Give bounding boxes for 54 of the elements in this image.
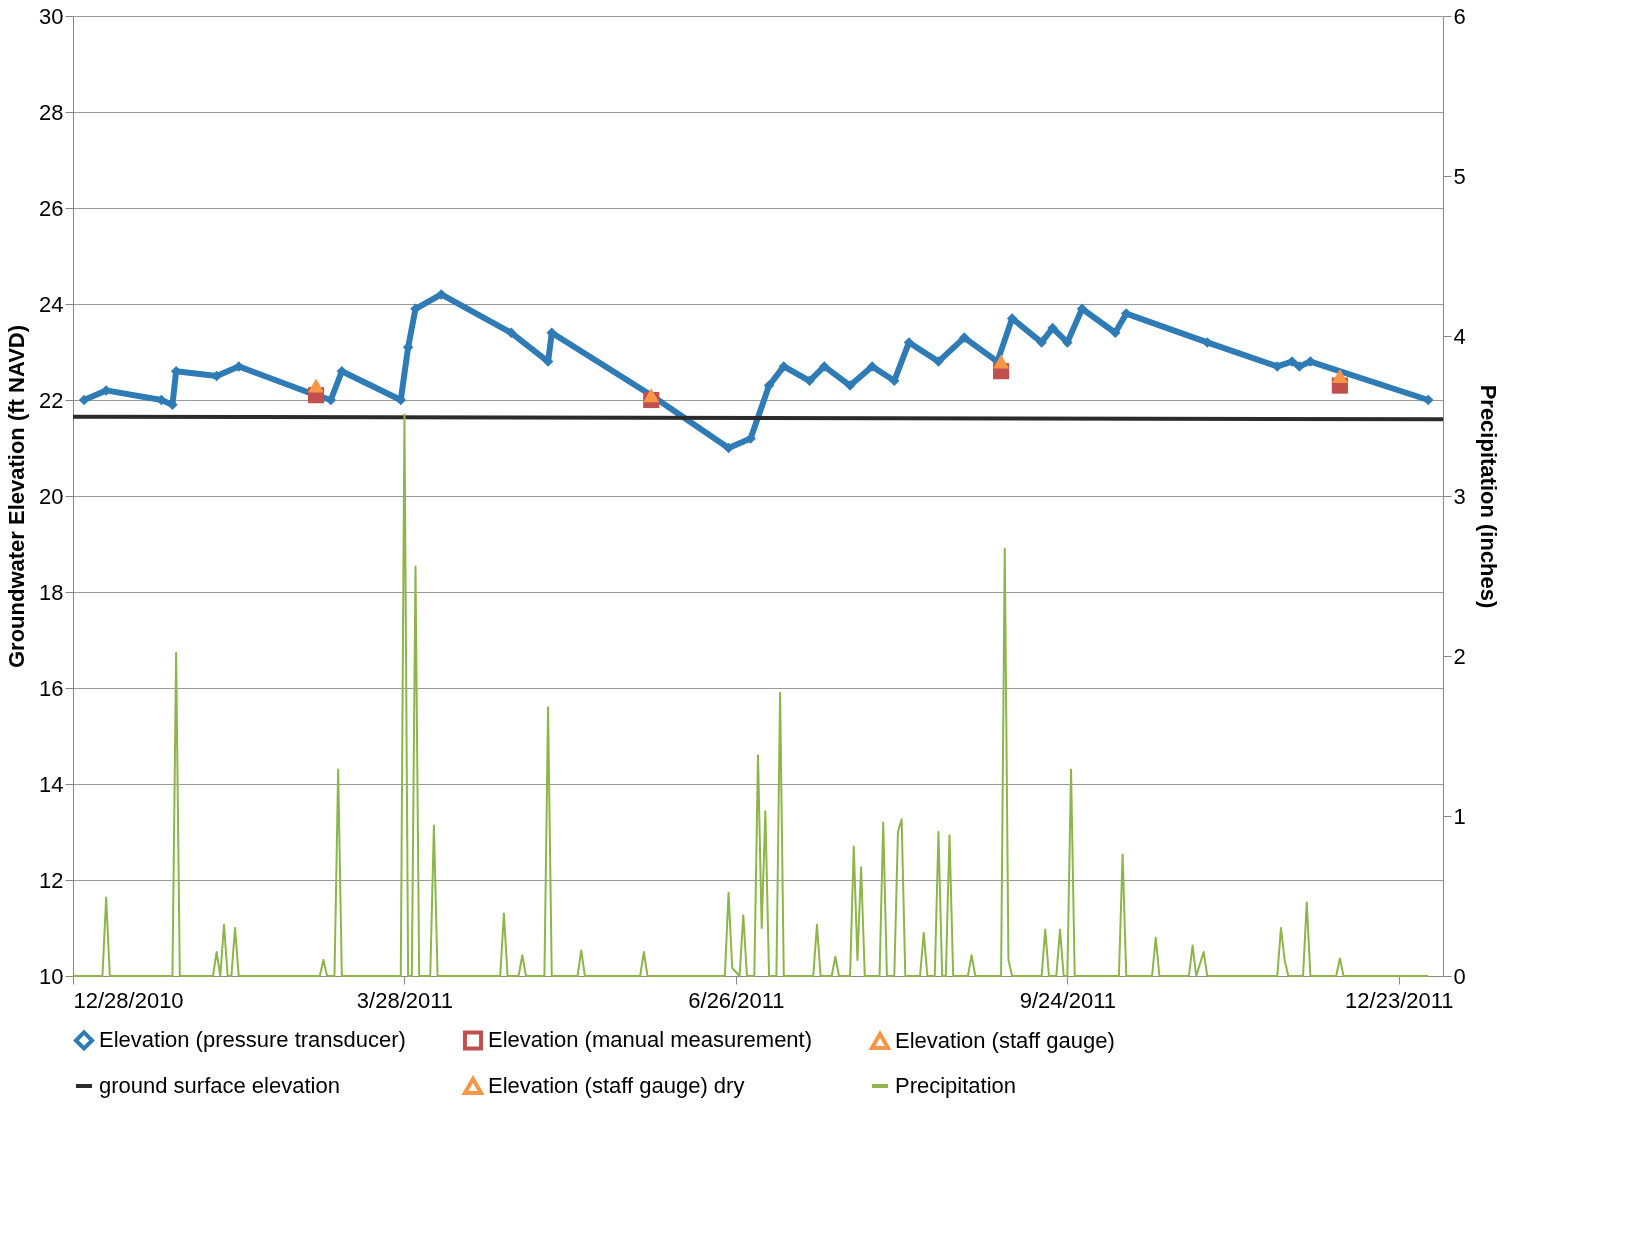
- legend-label: Elevation (staff gauge) dry: [488, 1073, 745, 1098]
- y-tick-label: 12: [39, 867, 64, 893]
- y-tick-label: 30: [39, 3, 64, 29]
- point: [804, 375, 815, 387]
- point: [866, 361, 878, 372]
- point: [933, 356, 944, 367]
- point: [308, 378, 325, 393]
- y-tick-label: 16: [39, 675, 64, 701]
- point: [844, 380, 856, 391]
- point: [819, 361, 830, 372]
- legend-label: Elevation (pressure transducer): [99, 1027, 406, 1053]
- y2-tick-label: 1: [1453, 803, 1466, 829]
- point: [993, 354, 1010, 369]
- y-tick-label: 24: [39, 291, 64, 317]
- legend-label: Elevation (staff gauge): [895, 1028, 1115, 1054]
- point: [325, 394, 337, 406]
- y2-tick-label: 4: [1453, 323, 1466, 349]
- point: [436, 289, 447, 300]
- x-tick-label: 12/23/2011: [1345, 987, 1454, 1013]
- y-tick-label: 20: [39, 483, 64, 509]
- point: [763, 380, 775, 391]
- legend-label: Precipitation: [895, 1073, 1017, 1098]
- line-series: [72, 413, 1430, 977]
- y2-tick-label: 2: [1453, 643, 1466, 669]
- y-tick-label: 18: [39, 579, 64, 605]
- legend-label: Elevation (manual measurement): [488, 1027, 813, 1053]
- point: [723, 442, 734, 454]
- y2-axis-title: Precipitation (inches): [1475, 384, 1501, 609]
- y2-tick-label: 5: [1453, 163, 1466, 189]
- y-axis-title: Groundwater Elevation (ft NAVD): [4, 324, 30, 669]
- point: [78, 394, 90, 406]
- y2-tick-label: 0: [1453, 963, 1466, 989]
- y-tick-label: 14: [39, 771, 64, 797]
- x-tick-label: 9/24/2011: [1019, 987, 1116, 1013]
- point: [1109, 327, 1121, 339]
- y-tick-label: 28: [39, 99, 64, 125]
- y2-tick-label: 6: [1453, 3, 1466, 29]
- point: [1047, 322, 1058, 334]
- point: [233, 361, 244, 372]
- x-tick-label: 12/28/2010: [73, 987, 184, 1013]
- point: [1331, 369, 1348, 383]
- point: [1036, 337, 1047, 348]
- point: [506, 327, 517, 339]
- x-tick-label: 3/28/2011: [356, 987, 454, 1013]
- y2-tick-label: 3: [1453, 483, 1466, 509]
- x-tick-label: 6/26/2011: [688, 987, 785, 1013]
- y-tick-label: 26: [39, 195, 64, 221]
- y-tick-label: 22: [39, 387, 64, 413]
- point: [1423, 394, 1434, 406]
- legend-label: ground surface elevation: [99, 1073, 340, 1098]
- y-tick-label: 10: [39, 963, 64, 989]
- point: [778, 361, 790, 372]
- point: [1294, 361, 1305, 372]
- point: [958, 332, 970, 343]
